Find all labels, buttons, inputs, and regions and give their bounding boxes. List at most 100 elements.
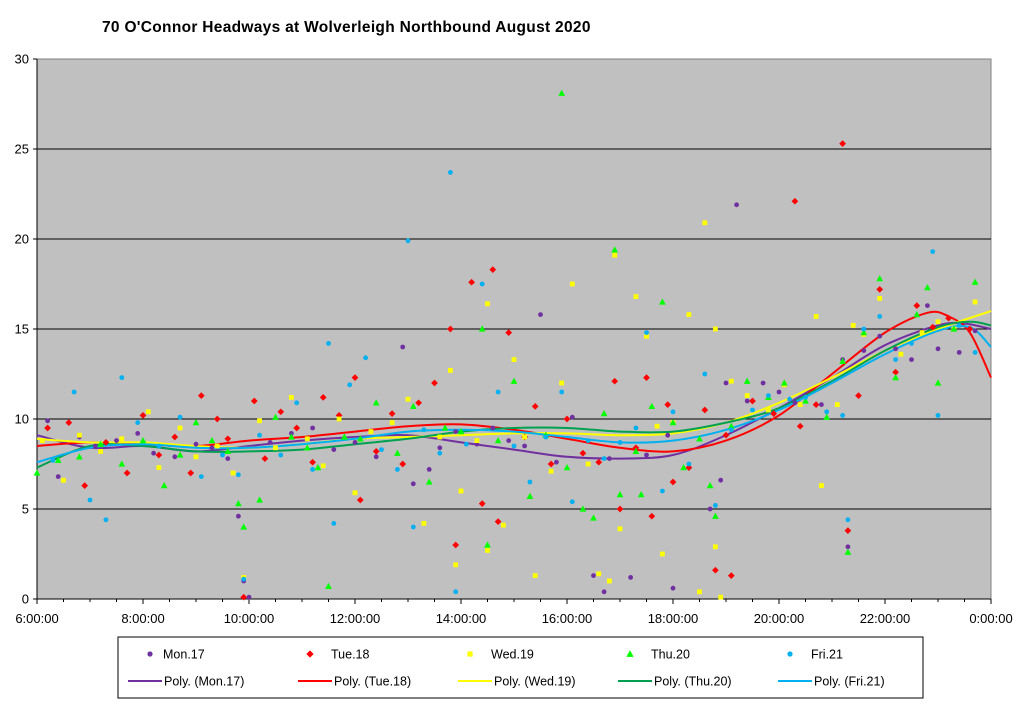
data-point-4 bbox=[824, 409, 830, 415]
data-point-4 bbox=[511, 443, 517, 449]
data-point-1 bbox=[123, 469, 131, 477]
data-point-2 bbox=[230, 470, 236, 476]
legend-label-1: Tue.18 bbox=[331, 648, 370, 662]
data-point-0 bbox=[819, 402, 824, 407]
data-point-4 bbox=[410, 524, 416, 530]
legend-trend-label-3: Poly. (Thu.20) bbox=[654, 675, 732, 689]
data-point-3 bbox=[54, 456, 62, 464]
data-point-1 bbox=[388, 410, 396, 417]
data-point-4 bbox=[257, 432, 262, 438]
data-point-2 bbox=[898, 351, 904, 357]
data-point-1 bbox=[712, 566, 719, 574]
data-point-0 bbox=[225, 456, 231, 461]
data-point-0 bbox=[267, 440, 273, 445]
data-point-4 bbox=[935, 413, 941, 418]
data-point-2 bbox=[458, 488, 464, 494]
data-point-0 bbox=[607, 456, 612, 461]
data-point-1 bbox=[81, 482, 89, 489]
data-point-4 bbox=[421, 427, 427, 433]
data-point-0 bbox=[55, 474, 61, 479]
data-point-4 bbox=[135, 420, 141, 425]
data-point-2 bbox=[453, 562, 459, 568]
data-point-3 bbox=[33, 469, 41, 476]
data-point-1 bbox=[727, 572, 735, 579]
data-point-1 bbox=[139, 412, 147, 419]
data-point-2 bbox=[214, 443, 220, 449]
data-point-3 bbox=[616, 491, 624, 498]
data-point-4 bbox=[347, 382, 353, 388]
data-point-1 bbox=[468, 278, 475, 286]
x-axis: 6:00:00 8:00:00 10:00:00 12:00:00 14:00:00 16… bbox=[15, 598, 1013, 626]
data-point-0 bbox=[373, 454, 379, 460]
data-point-3 bbox=[876, 275, 884, 282]
data-point-0 bbox=[909, 357, 914, 362]
data-point-3 bbox=[743, 377, 751, 384]
data-point-3 bbox=[484, 541, 491, 548]
data-point-1 bbox=[187, 469, 195, 477]
data-point-0 bbox=[246, 594, 252, 600]
data-point-0 bbox=[538, 312, 543, 317]
data-point-0 bbox=[845, 544, 851, 550]
data-point-1 bbox=[579, 449, 587, 457]
data-point-4 bbox=[660, 488, 665, 494]
data-point-0 bbox=[956, 350, 962, 355]
data-point-0 bbox=[310, 425, 315, 431]
data-point-3 bbox=[272, 413, 279, 420]
data-point-0 bbox=[522, 443, 527, 449]
data-point-3 bbox=[457, 428, 465, 435]
data-point-4 bbox=[395, 467, 400, 472]
data-point-2 bbox=[485, 301, 490, 307]
data-point-1 bbox=[65, 419, 73, 426]
data-point-2 bbox=[935, 319, 941, 325]
data-point-1 bbox=[478, 500, 486, 507]
data-point-0 bbox=[776, 389, 782, 395]
x-tick-label: 22:00:00 bbox=[860, 611, 911, 626]
data-point-4 bbox=[909, 341, 914, 346]
data-point-4 bbox=[713, 503, 718, 508]
data-point-0 bbox=[92, 443, 98, 449]
data-point-1 bbox=[489, 266, 497, 273]
x-tick-label: 8:00:00 bbox=[121, 611, 164, 626]
data-point-0 bbox=[331, 447, 337, 452]
data-point-2 bbox=[77, 432, 82, 438]
data-point-1 bbox=[494, 518, 502, 525]
data-point-0 bbox=[601, 589, 607, 595]
data-point-3 bbox=[425, 478, 433, 485]
data-point-1 bbox=[197, 392, 205, 399]
data-point-2 bbox=[304, 436, 310, 442]
data-point-2 bbox=[98, 449, 103, 454]
data-point-0 bbox=[426, 467, 432, 472]
data-point-0 bbox=[792, 400, 798, 406]
data-point-4 bbox=[405, 238, 411, 244]
data-point-0 bbox=[506, 438, 512, 443]
data-point-3 bbox=[590, 514, 597, 521]
data-point-1 bbox=[966, 325, 974, 333]
data-point-3 bbox=[303, 444, 311, 451]
data-point-4 bbox=[379, 447, 384, 452]
data-point-2 bbox=[686, 312, 692, 317]
x-tick-label: 12:00:00 bbox=[330, 611, 381, 626]
data-point-3 bbox=[892, 374, 899, 381]
data-point-4 bbox=[463, 441, 469, 447]
data-point-0 bbox=[352, 440, 358, 445]
data-point-0 bbox=[744, 398, 750, 404]
data-point-0 bbox=[151, 450, 157, 456]
data-point-2 bbox=[633, 294, 639, 299]
data-points bbox=[33, 89, 979, 601]
data-point-3 bbox=[860, 329, 868, 336]
data-point-4 bbox=[601, 456, 607, 461]
data-point-0 bbox=[972, 328, 978, 334]
data-point-4 bbox=[585, 438, 591, 443]
data-point-2 bbox=[39, 438, 45, 443]
data-point-4 bbox=[119, 375, 125, 380]
data-point-3 bbox=[839, 357, 846, 365]
data-point-4 bbox=[877, 314, 883, 319]
x-tick-label: 20:00:00 bbox=[754, 611, 805, 626]
x-tick-label: 18:00:00 bbox=[648, 611, 699, 626]
data-point-3 bbox=[563, 464, 571, 471]
data-point-1 bbox=[685, 464, 693, 471]
data-point-1 bbox=[293, 424, 301, 432]
data-point-1 bbox=[102, 439, 110, 446]
y-tick-label: 0 bbox=[22, 592, 29, 607]
data-point-2 bbox=[289, 395, 294, 400]
